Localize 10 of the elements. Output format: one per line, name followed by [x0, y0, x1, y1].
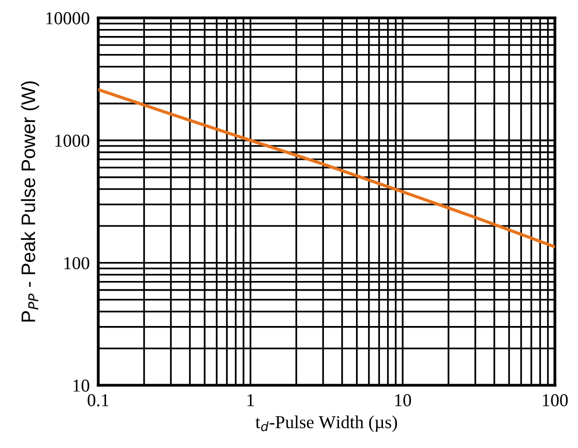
- y-tick-label: 10: [73, 380, 90, 392]
- y-tick-label: 10000: [46, 12, 90, 24]
- y-tick-label: 1000: [55, 134, 90, 147]
- x-tick-label: 100: [542, 394, 568, 406]
- y-tick-label: 100: [64, 257, 90, 270]
- x-tick-label: 0.1: [88, 394, 108, 406]
- x-tick-label: 1: [248, 394, 254, 406]
- y-axis-title: P$_{PP}$ - Peak Pulse Power (W): [20, 81, 40, 322]
- x-tick-label: 10: [395, 394, 412, 406]
- x-axis-title: t$_{d}$-Pulse Width (µs): [256, 416, 398, 432]
